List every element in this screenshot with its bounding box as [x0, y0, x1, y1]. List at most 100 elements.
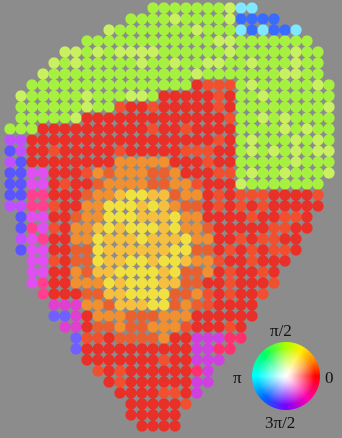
phase-dot	[103, 255, 114, 266]
phase-dot	[81, 310, 92, 321]
phase-dot	[257, 35, 268, 46]
phase-dot	[169, 310, 180, 321]
phase-dot	[268, 24, 279, 35]
phase-dot	[180, 343, 191, 354]
phase-dot	[191, 354, 202, 365]
phase-dot	[290, 145, 301, 156]
phase-dot	[103, 189, 114, 200]
phase-dot	[169, 244, 180, 255]
phase-dot	[202, 354, 213, 365]
phase-dot	[235, 244, 246, 255]
phase-dot	[125, 387, 136, 398]
phase-dot	[169, 409, 180, 420]
phase-dot	[70, 57, 81, 68]
phase-dot	[202, 57, 213, 68]
phase-dot	[125, 167, 136, 178]
phase-dot	[103, 167, 114, 178]
phase-dot	[169, 79, 180, 90]
phase-dot	[213, 101, 224, 112]
phase-dot	[158, 178, 169, 189]
phase-dot	[224, 178, 235, 189]
phase-dot	[169, 376, 180, 387]
phase-dot	[92, 57, 103, 68]
phase-dot	[224, 90, 235, 101]
phase-dot	[257, 222, 268, 233]
phase-dot	[136, 365, 147, 376]
phase-dot	[235, 68, 246, 79]
phase-dot	[246, 244, 257, 255]
phase-dot	[191, 244, 202, 255]
phase-dot	[59, 46, 70, 57]
phase-dot	[158, 13, 169, 24]
phase-dot	[92, 145, 103, 156]
phase-dot	[70, 189, 81, 200]
phase-dot	[15, 244, 26, 255]
phase-dot	[92, 343, 103, 354]
phase-dot	[202, 101, 213, 112]
phase-dot	[114, 299, 125, 310]
phase-dot	[224, 332, 235, 343]
phase-dot	[312, 90, 323, 101]
phase-dot	[246, 255, 257, 266]
phase-dot	[147, 134, 158, 145]
phase-dot	[202, 35, 213, 46]
phase-dot	[81, 90, 92, 101]
phase-dot	[268, 189, 279, 200]
phase-dot	[191, 134, 202, 145]
phase-dot	[191, 156, 202, 167]
phase-dot	[257, 233, 268, 244]
phase-dot	[125, 244, 136, 255]
phase-dot	[224, 255, 235, 266]
phase-dot	[48, 277, 59, 288]
phase-dot	[136, 200, 147, 211]
phase-dot	[26, 90, 37, 101]
phase-dot	[114, 277, 125, 288]
phase-dot	[257, 79, 268, 90]
phase-dot	[158, 145, 169, 156]
phase-dot	[279, 35, 290, 46]
phase-dot	[125, 277, 136, 288]
phase-dot	[279, 90, 290, 101]
phase-dot	[114, 332, 125, 343]
phase-dot	[224, 79, 235, 90]
phase-dot	[103, 244, 114, 255]
phase-dot	[92, 233, 103, 244]
phase-dot	[246, 233, 257, 244]
phase-dot	[15, 200, 26, 211]
phase-dot	[257, 288, 268, 299]
phase-dot	[114, 35, 125, 46]
phase-dot	[37, 266, 48, 277]
phase-dot	[158, 90, 169, 101]
phase-dot	[279, 167, 290, 178]
phase-dot	[59, 112, 70, 123]
phase-dot	[103, 354, 114, 365]
phase-dot	[235, 200, 246, 211]
phase-dot	[158, 310, 169, 321]
phase-dot	[103, 101, 114, 112]
phase-dot	[312, 101, 323, 112]
phase-dot	[257, 57, 268, 68]
phase-dot	[180, 46, 191, 57]
phase-dot	[246, 156, 257, 167]
phase-dot	[81, 233, 92, 244]
phase-dot	[268, 145, 279, 156]
phase-dot	[213, 255, 224, 266]
phase-dot	[224, 24, 235, 35]
phase-dot	[136, 90, 147, 101]
phase-dot	[70, 332, 81, 343]
phase-dot	[147, 79, 158, 90]
phase-dot	[158, 398, 169, 409]
phase-dot	[235, 211, 246, 222]
phase-dot	[191, 310, 202, 321]
phase-dot	[15, 222, 26, 233]
phase-dot	[169, 321, 180, 332]
phase-dot	[246, 189, 257, 200]
phase-dot	[114, 167, 125, 178]
phase-dot	[103, 376, 114, 387]
phase-dot	[191, 90, 202, 101]
phase-dot	[279, 79, 290, 90]
phase-dot	[70, 90, 81, 101]
phase-dot	[246, 266, 257, 277]
phase-dot	[114, 266, 125, 277]
phase-dot	[246, 222, 257, 233]
